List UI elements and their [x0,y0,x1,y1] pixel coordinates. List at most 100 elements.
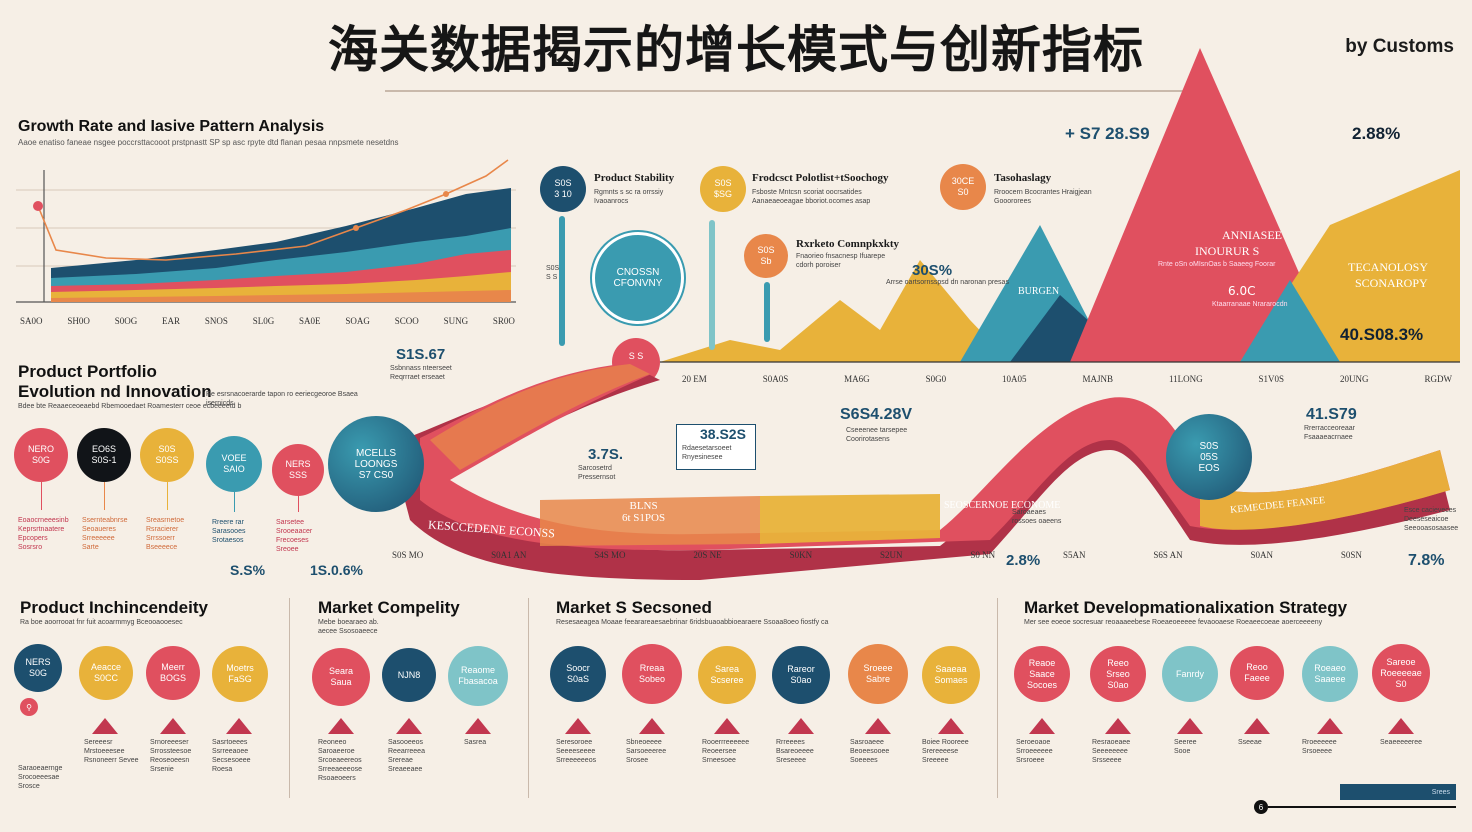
portfolio-connector [41,482,42,510]
growth-title: Growth Rate and Iasive Pattern Analysis [18,118,325,135]
left-small-values: S0S S S [546,265,560,281]
complexity-badge-line2: Sb [760,256,772,266]
wave-tick: S4S MO [594,550,626,560]
bottom-circle: Aeacce S0CC [79,646,133,700]
stability-stem [559,216,565,346]
growth-tick: SH0O [67,316,90,326]
complexity-title: Rxrketo Comnpkxkty [796,238,899,250]
mountain-tick: S1V0S [1258,374,1285,384]
sphere-right: S0S 05S EOS [1166,414,1252,500]
wave-tick: S0 NN [970,550,996,560]
portfolio-caption: Sreasrnetoe Rsracierer Srrssoerr Bseeeec… [146,517,185,551]
portfolio-circle: VOEE SAIO [206,436,262,492]
growth-tick: S​A0O [20,316,43,326]
growth-tick: SOAG [345,316,370,326]
wave-x-ticks: S0S MO S0A1 AN S4S MO 20S NE S0KN S2UN S… [392,550,1362,560]
wave-value-b-sub: Sarcosetrd Pressernsot [578,465,616,481]
portfolio-subtitle: Bdee bte Reaaeceoeaebd Rbemooedaet Roame… [18,403,242,410]
peak-teal-right [1240,280,1340,362]
wave-band [390,362,1450,580]
footer-bar-text: Srees [1431,788,1450,796]
mountain-tech-2: SCONAROPY [1355,276,1428,290]
bottom-caption: Rroeeeeee Srsoeeee [1302,739,1337,755]
bottom-caption: Sasrtoeees Ssrreeaoee Secsesoeee Roesa [212,739,251,773]
bottom-caption: Boiee Rooreee Srereeeese Sreeeee [922,739,969,764]
mountain-tick: S0A0S [762,374,789,384]
band-orange-upper [430,364,650,470]
bottom-circle: Reoo Faeee [1230,646,1284,700]
bottom-caption: Rrreeees Bsareoeeee Sreseeee [776,739,814,764]
bottom-circle: Rreaa Sobeo [622,644,682,704]
complexity-badge-line1: S0S [757,245,775,255]
section-divider [289,598,290,798]
bottom-section-subtitle: Mer see eoeoe socresuar reoaaaeebese Roe… [1024,619,1323,626]
bottom-section-title: Market Compelity [318,598,460,617]
mountain-tick: 10A05 [1002,374,1027,384]
bottom-circle: Meerr BOGS [146,646,200,700]
wave-tick: S2UN [879,550,903,560]
pin-marker [714,718,740,734]
pin-marker [160,718,186,734]
portfolio-callout-title: Frodcsct Polotlist+tSoochogy [752,172,889,184]
portfolio-circle: S​0S S0SS [140,428,194,482]
wave-value-d: S6S4.28V [840,406,913,423]
complexity-stem [764,282,770,342]
pin-marker [1029,718,1055,734]
complexity-badge: S0S Sb [744,234,788,278]
technology-badge-line2: S0 [957,187,969,197]
bottom-circle: Sroeee Sabre [848,644,908,704]
bottom-circle: Reaoe Saace Socoes [1014,646,1070,702]
mountain-mini-pct: 6.0C [1228,284,1256,298]
footer-badge: 6 [1254,800,1268,814]
wave-value-c: 38.S2S [700,426,746,442]
bottom-circle: Seara Saua [312,648,370,706]
mountain-big-label-2: INOURUR S [1195,244,1260,258]
wave-value-e: 41.S79 [1306,406,1357,423]
bottom-caption: Seaeeeeeree [1380,739,1423,746]
wave-tick: S5AN [1062,550,1086,560]
bottom-circle: Reeo Srseo S0ao [1090,646,1146,702]
wave-value-c-sub: Rdaesetarsoeet Rnyesinesee [682,445,732,461]
wave-value-b: 3.7S. [588,446,624,463]
pin-icon: ⚲ [20,698,38,716]
pin-marker [1244,718,1270,734]
bottom-caption: Sasooeeos Reearreeea Srereae Sreaeeaee [388,739,425,773]
bottom-circle: Sarea Scseree [698,646,756,704]
mountain-tick: 20 EM [682,374,707,384]
technology-title: Tasohaslagy [994,172,1052,184]
wave-tick: S0A1 AN [491,550,527,560]
bottom-caption: Seroeoaoe Srroeeeeee Srsroeee [1016,739,1053,764]
portfolio-caption: Rreere rar Sarasooes Srotaesos [212,519,246,544]
wave-tick: S0AN [1250,550,1274,560]
pin-marker [565,718,591,734]
bottom-section-title: Market Developmationalixation Strategy [1024,598,1348,617]
portfolio-circle: NERO S0G [14,428,68,482]
pin-marker [865,718,891,734]
portfolio-title-1: Product Portfolio [18,362,157,381]
byline: by Customs [1345,36,1454,57]
wave-tick: S0SN [1340,550,1362,560]
mountain-tick: MA6G [844,374,870,384]
title-rule [385,90,1215,92]
bottom-caption: Sbneoeeee Sarsoeeeree Srosee [626,739,667,764]
wave-tick: S0KN [789,550,813,560]
growth-tick: SR0O [492,316,515,326]
technology-badge-line1: 30CE [951,176,975,186]
growth-tick: SL0G [252,316,275,326]
bottom-circle: Rareor S0ao [772,646,830,704]
mountain-value-top-right: 2.88% [1352,124,1401,143]
portfolio-title-2: Evolution nd Innovation [18,382,212,401]
pin-marker [938,718,964,734]
bottom-circle: Soocr S0aS [550,646,606,702]
portfolio-subtitle-2: Re esrsnacoerarde tapon ro eeriecgeoroe … [206,391,358,407]
bottom-caption: Reoneeo Saroaeeroe Srcoeaeereos Srreeaee… [318,739,362,782]
portfolio-caption: Eoaocrneeesinb Keprsrtnaatere Epcopers S… [18,517,69,551]
technology-badge: 30CE S0 [940,164,986,210]
stability-badge-line1: S0S [554,178,572,188]
portfolio-pct-b: 1S.0.6% [310,562,363,578]
stability-badge: S0S 3 10 [540,166,586,212]
wave-tick: 20S NE [693,550,722,560]
section-divider [528,598,529,798]
band-center-label: BLNS 6t S1POS [622,500,666,524]
mountain-value-top-left: + S7 28.S9 [1065,124,1150,143]
